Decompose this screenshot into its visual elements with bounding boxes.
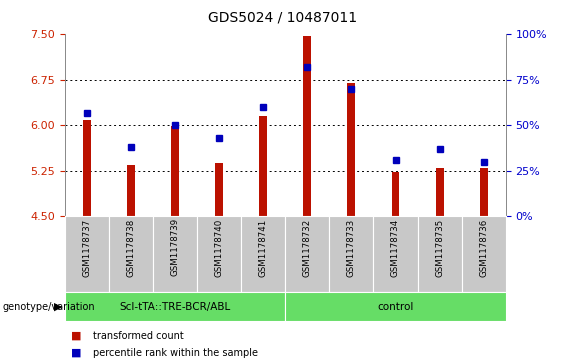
Text: ▶: ▶	[54, 302, 62, 312]
Text: GSM1178734: GSM1178734	[391, 218, 400, 277]
Text: GSM1178739: GSM1178739	[171, 218, 180, 276]
Bar	[127, 164, 135, 216]
Text: GSM1178735: GSM1178735	[435, 218, 444, 277]
Bar	[259, 116, 267, 216]
Text: GSM1178737: GSM1178737	[82, 218, 92, 277]
Bar	[480, 168, 488, 216]
Text: ■: ■	[71, 347, 81, 358]
Bar	[171, 126, 179, 216]
Text: genotype/variation: genotype/variation	[3, 302, 95, 312]
Text: GSM1178741: GSM1178741	[259, 218, 268, 277]
Text: percentile rank within the sample: percentile rank within the sample	[93, 347, 258, 358]
Bar	[347, 83, 355, 216]
Text: GSM1178740: GSM1178740	[215, 218, 224, 277]
Bar	[83, 121, 91, 216]
Bar	[215, 163, 223, 216]
Text: transformed count: transformed count	[93, 331, 184, 341]
Bar	[303, 36, 311, 216]
Bar	[392, 172, 399, 216]
Text: GSM1178733: GSM1178733	[347, 218, 356, 277]
Text: GDS5024 / 10487011: GDS5024 / 10487011	[208, 11, 357, 25]
Text: ■: ■	[71, 331, 81, 341]
Text: GSM1178736: GSM1178736	[479, 218, 488, 277]
Text: Scl-tTA::TRE-BCR/ABL: Scl-tTA::TRE-BCR/ABL	[120, 302, 231, 312]
Text: GSM1178732: GSM1178732	[303, 218, 312, 277]
Text: control: control	[377, 302, 414, 312]
Text: GSM1178738: GSM1178738	[127, 218, 136, 277]
Bar	[436, 168, 444, 216]
